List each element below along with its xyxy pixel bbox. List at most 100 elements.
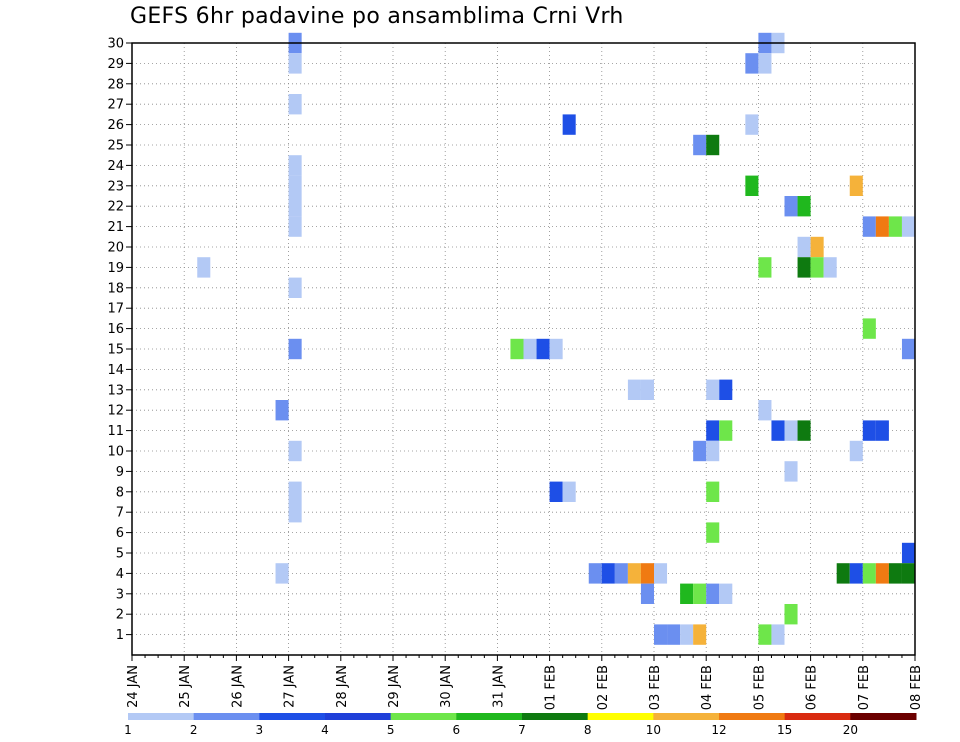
y-tick-label: 2 xyxy=(116,608,124,623)
data-cell xyxy=(849,563,863,584)
data-cell xyxy=(288,338,302,360)
x-tick-label: 30 JAN xyxy=(439,665,454,708)
data-cell xyxy=(275,563,289,584)
data-cell xyxy=(706,420,720,441)
x-tick-label: 24 JAN xyxy=(126,665,141,708)
y-tick-label: 18 xyxy=(107,281,124,296)
data-cell xyxy=(693,583,707,604)
colorbar-label: 12 xyxy=(711,723,726,737)
data-cell xyxy=(654,563,668,584)
colorbar-swatch xyxy=(784,713,851,720)
y-tick-label: 9 xyxy=(116,465,124,480)
data-cell xyxy=(758,624,772,645)
data-cell xyxy=(562,114,576,135)
data-cell xyxy=(288,277,302,298)
y-tick-label: 26 xyxy=(107,118,124,133)
data-cell xyxy=(862,563,876,584)
y-tick-label: 7 xyxy=(116,506,124,521)
data-cell xyxy=(810,257,824,278)
data-cell xyxy=(862,420,876,441)
x-tick-label: 28 JAN xyxy=(335,665,350,708)
data-cell xyxy=(901,216,915,237)
y-tick-label: 22 xyxy=(107,200,124,215)
data-cell xyxy=(706,481,720,502)
data-cells xyxy=(197,32,915,645)
x-tick-label: 01 FEB xyxy=(544,665,559,710)
data-cell xyxy=(510,338,524,360)
y-tick-label: 28 xyxy=(107,77,124,92)
colorbar-label: 20 xyxy=(843,723,858,737)
data-cell xyxy=(706,134,720,156)
colorbar-swatch xyxy=(456,713,523,720)
x-tick-label: 06 FEB xyxy=(805,665,820,710)
data-cell xyxy=(680,583,694,604)
y-tick-label: 14 xyxy=(107,363,124,378)
data-cell xyxy=(875,216,889,237)
data-cell xyxy=(549,481,563,502)
data-cell xyxy=(771,624,785,645)
data-cell xyxy=(680,624,694,645)
data-cell xyxy=(667,624,681,645)
y-tick-label: 25 xyxy=(107,139,124,154)
x-tick-label: 29 JAN xyxy=(387,665,402,708)
data-cell xyxy=(901,563,915,584)
colorbar-label: 2 xyxy=(190,723,198,737)
x-tick-label: 03 FEB xyxy=(648,665,663,710)
y-tick-label: 29 xyxy=(107,57,124,72)
y-tick-label: 17 xyxy=(107,302,124,317)
data-cell xyxy=(288,175,302,196)
y-tick-label: 10 xyxy=(107,445,124,460)
colorbar-swatch xyxy=(522,713,589,720)
data-cell xyxy=(875,420,889,441)
data-cell xyxy=(784,196,798,217)
data-cell xyxy=(627,379,641,400)
data-cell xyxy=(784,461,798,482)
data-cell xyxy=(719,379,733,400)
data-cell xyxy=(549,338,563,360)
colorbar-label: 6 xyxy=(453,723,461,737)
y-tick-label: 20 xyxy=(107,241,124,256)
y-tick-label: 6 xyxy=(116,526,124,541)
data-cell xyxy=(627,563,641,584)
x-tick-label: 02 FEB xyxy=(596,665,611,710)
data-cell xyxy=(758,53,772,74)
data-cell xyxy=(288,155,302,176)
y-tick-label: 24 xyxy=(107,159,124,174)
data-cell xyxy=(862,318,876,339)
data-cell xyxy=(640,563,654,584)
x-tick-label: 27 JAN xyxy=(283,665,298,708)
y-tick-label: 30 xyxy=(107,37,124,52)
data-cell xyxy=(693,440,707,462)
data-cell xyxy=(810,236,824,258)
data-cell xyxy=(797,196,811,217)
data-cell xyxy=(706,522,720,543)
y-tick-label: 15 xyxy=(107,343,124,358)
data-cell xyxy=(523,338,537,360)
data-cell xyxy=(288,216,302,237)
data-cell xyxy=(771,420,785,441)
data-cell xyxy=(758,257,772,278)
x-tick-label: 31 JAN xyxy=(491,665,506,708)
data-cell xyxy=(901,542,915,564)
colorbar-swatch xyxy=(850,713,917,720)
data-cell xyxy=(288,440,302,462)
data-cell xyxy=(562,481,576,502)
data-cell xyxy=(693,134,707,156)
colorbar-label: 5 xyxy=(387,723,395,737)
data-cell xyxy=(640,379,654,400)
data-cell xyxy=(836,563,850,584)
data-cell xyxy=(797,420,811,441)
colorbar-swatch xyxy=(587,713,654,720)
y-tick-label: 1 xyxy=(116,628,124,643)
y-tick-label: 23 xyxy=(107,179,124,194)
y-tick-label: 8 xyxy=(116,485,124,500)
data-cell xyxy=(706,440,720,462)
data-cell xyxy=(288,481,302,502)
colorbar-label: 7 xyxy=(518,723,526,737)
y-tick-label: 3 xyxy=(116,587,124,602)
colorbar-label: 8 xyxy=(584,723,592,737)
x-tick-label: 08 FEB xyxy=(909,665,924,710)
colorbar-label: 3 xyxy=(256,723,264,737)
data-cell xyxy=(758,400,772,421)
